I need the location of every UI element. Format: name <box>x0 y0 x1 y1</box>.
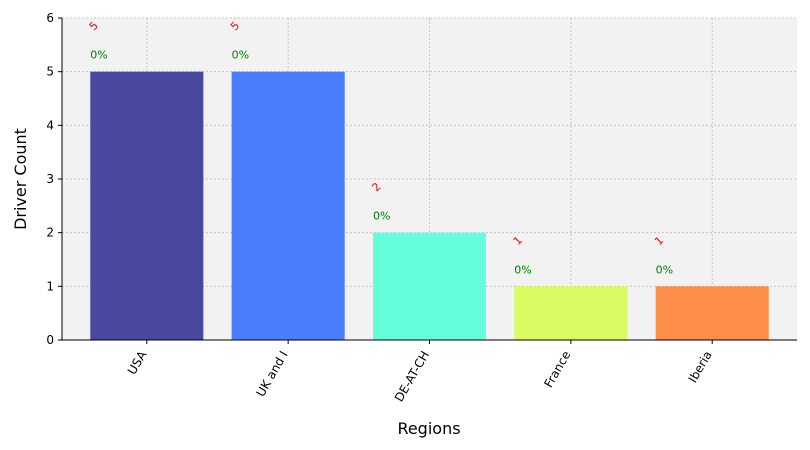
marks <box>90 71 769 341</box>
percent-label: 0% <box>232 49 249 62</box>
x-tick-label: France <box>541 349 573 391</box>
percent-label: 0% <box>656 263 673 276</box>
bar <box>514 286 628 340</box>
x-tick-label: Iberia <box>686 349 715 386</box>
y-tick-label: 3 <box>46 172 54 186</box>
bar <box>655 286 769 340</box>
bar <box>231 71 345 341</box>
x-tick-label: DE-AT-CH <box>392 349 432 405</box>
y-tick-label: 1 <box>46 279 54 293</box>
y-tick-label: 0 <box>46 333 54 347</box>
bar <box>372 232 487 340</box>
percent-label: 0% <box>514 263 531 276</box>
y-tick-label: 4 <box>46 118 54 132</box>
percent-label: 0% <box>90 49 107 62</box>
y-tick-label: 5 <box>46 65 54 79</box>
y-axis-label: Driver Count <box>11 128 30 230</box>
x-axis-label: Regions <box>397 419 460 438</box>
bar <box>90 71 204 341</box>
x-tick-label: USA <box>125 348 150 377</box>
percent-label: 0% <box>373 210 390 223</box>
y-tick-label: 2 <box>46 226 54 240</box>
y-tick-label: 6 <box>46 11 54 25</box>
x-tick-label: UK and I <box>253 349 290 400</box>
